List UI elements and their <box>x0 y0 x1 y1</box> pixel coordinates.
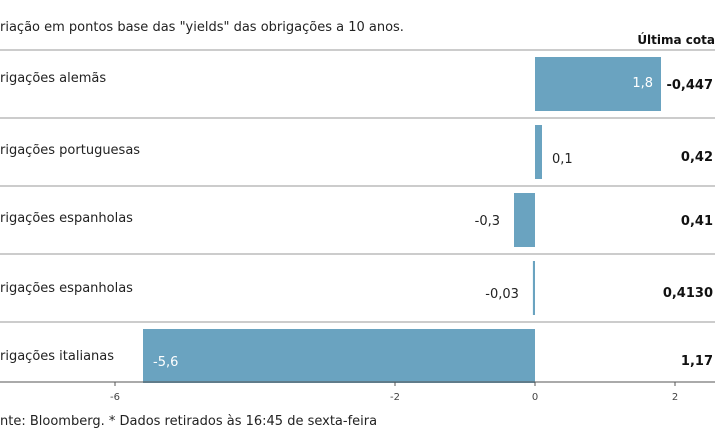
bar <box>143 329 535 383</box>
value-label: -5,6 <box>153 355 178 370</box>
bar <box>535 57 661 111</box>
last-quote-value: -0,447 <box>666 78 713 93</box>
bar <box>532 261 535 315</box>
source-note: nte: Bloomberg. * Dados retirados às 16:… <box>0 414 377 429</box>
value-label: 1,8 <box>632 76 653 91</box>
last-quote-value: 0,42 <box>681 150 713 165</box>
value-label: -0,3 <box>475 214 500 229</box>
x-axis: -6 -2 0 2 <box>0 381 715 403</box>
category-label: rigações alemãs <box>0 71 106 86</box>
category-label: rigações espanholas <box>0 281 133 296</box>
last-quote-header: Última cota <box>637 32 715 47</box>
category-label: rigações espanholas <box>0 211 133 226</box>
category-label: rigações portuguesas <box>0 143 140 158</box>
bars <box>143 57 661 383</box>
x-tick-label: -6 <box>110 392 120 403</box>
last-quote-value: 0,4130 <box>663 286 713 301</box>
row-separators <box>0 49 715 323</box>
category-label: rigações italianas <box>0 349 114 364</box>
x-tick-label: -2 <box>390 392 400 403</box>
x-tick-label: 0 <box>532 392 538 403</box>
x-tick-label: 2 <box>672 392 678 403</box>
bar <box>514 193 535 247</box>
labels: rigações alemãs 1,8 -0,447 rigações portugu… <box>0 71 713 370</box>
value-label: 0,1 <box>552 152 573 167</box>
chart-subtitle: riação em pontos base das "yields" das o… <box>0 20 404 35</box>
bar <box>535 125 542 179</box>
value-label: -0,03 <box>485 287 519 302</box>
last-quote-value: 0,41 <box>681 214 713 229</box>
last-quote-value: 1,17 <box>681 354 713 369</box>
